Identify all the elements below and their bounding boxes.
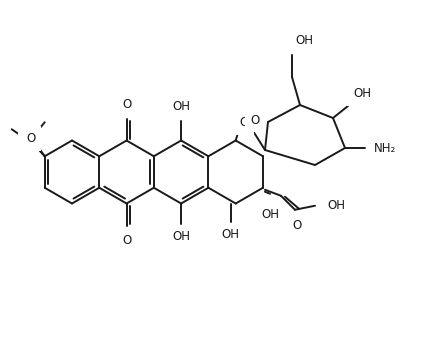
Text: OH: OH — [172, 100, 190, 113]
Text: O: O — [122, 233, 131, 246]
Text: OH: OH — [295, 34, 313, 47]
Text: OH: OH — [172, 231, 190, 244]
Text: O: O — [26, 132, 35, 145]
Text: O: O — [122, 98, 131, 111]
Text: OH: OH — [327, 199, 345, 212]
Text: O: O — [24, 134, 34, 147]
Text: O: O — [251, 113, 260, 126]
Text: O: O — [239, 116, 248, 129]
Text: O: O — [292, 219, 302, 232]
Text: OH: OH — [222, 229, 240, 241]
Text: NH₂: NH₂ — [374, 141, 396, 154]
Text: OH: OH — [261, 208, 279, 221]
Text: OH: OH — [353, 87, 371, 100]
